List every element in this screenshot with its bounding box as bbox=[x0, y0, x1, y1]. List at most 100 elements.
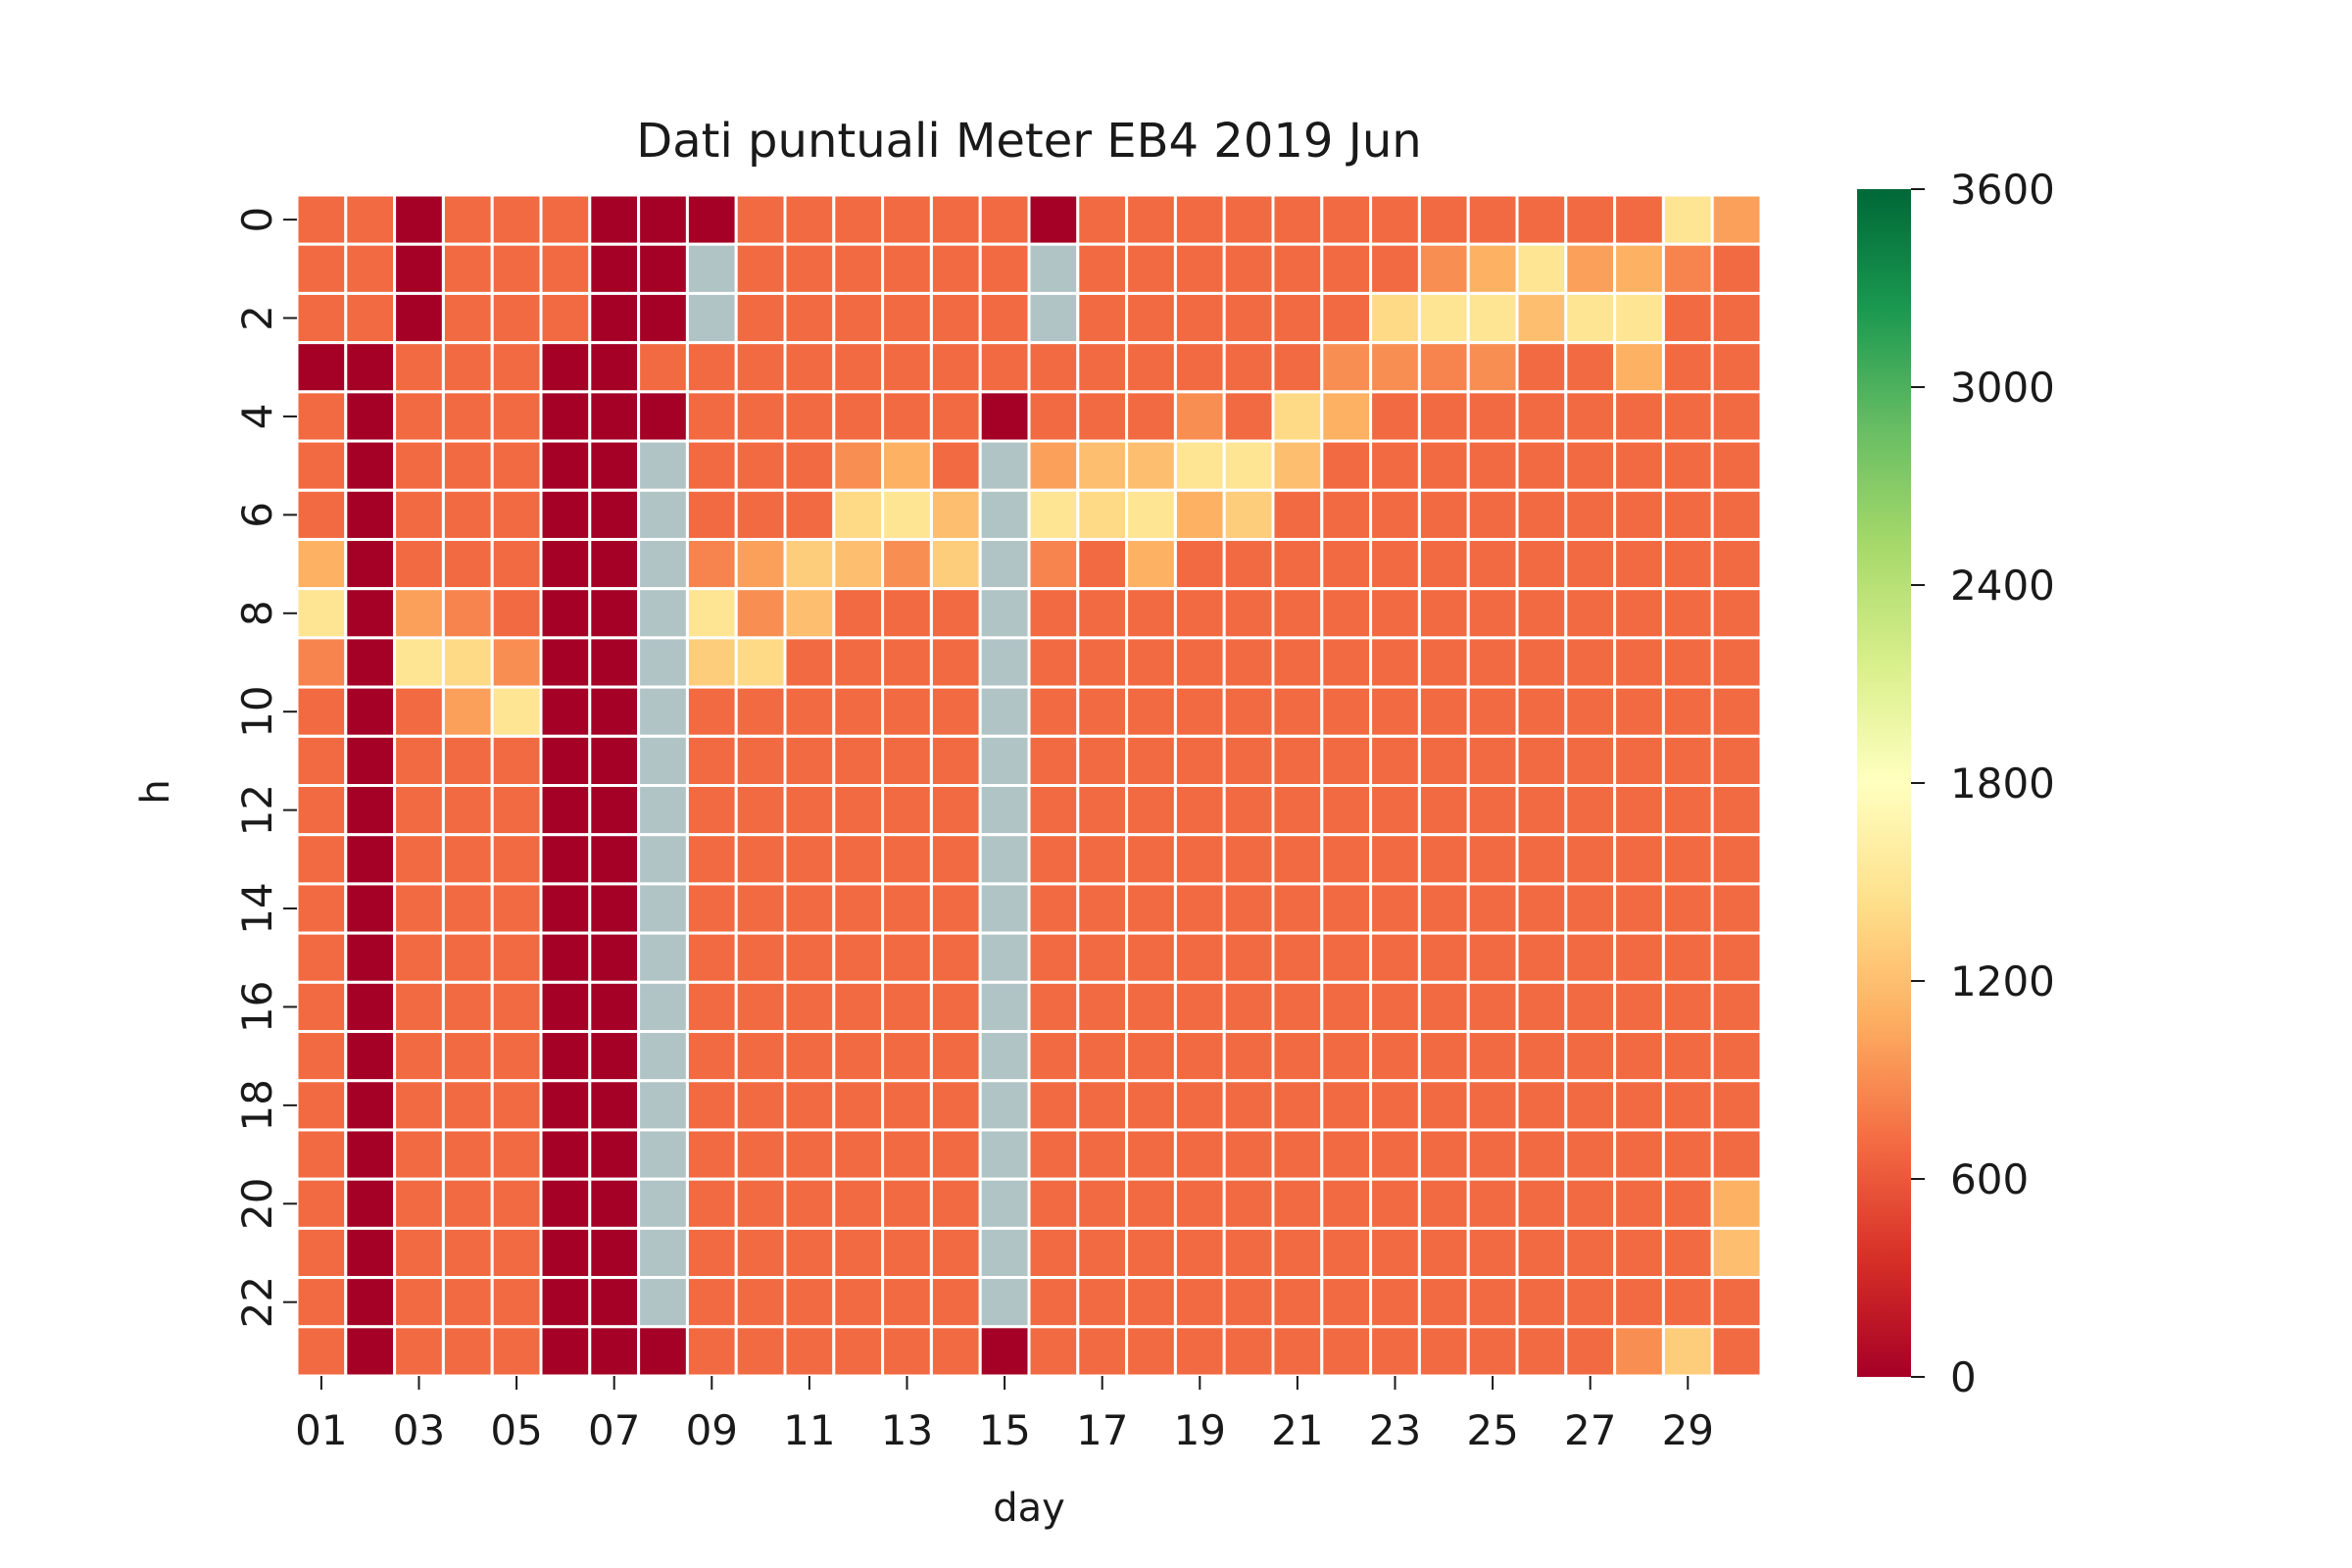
heatmap-cell bbox=[1710, 1177, 1763, 1230]
heatmap-cell bbox=[929, 390, 982, 443]
heatmap-cell bbox=[783, 1276, 836, 1329]
heatmap-cell bbox=[832, 1128, 885, 1181]
heatmap-cell bbox=[734, 685, 787, 738]
heatmap-cell bbox=[783, 734, 836, 787]
heatmap-cell bbox=[1466, 980, 1519, 1034]
heatmap-cell bbox=[1369, 1325, 1421, 1378]
heatmap-cell bbox=[539, 931, 592, 984]
heatmap-cell bbox=[1661, 636, 1714, 689]
heatmap-cell bbox=[881, 1226, 933, 1280]
heatmap-cell bbox=[1222, 488, 1275, 541]
heatmap-cell bbox=[734, 784, 787, 837]
heatmap-cell bbox=[1417, 291, 1470, 345]
heatmap-cell bbox=[1173, 439, 1226, 492]
heatmap-cell bbox=[1027, 685, 1080, 738]
y-tick-label: 12 bbox=[233, 784, 281, 836]
heatmap-cell bbox=[1417, 193, 1470, 246]
heatmap-cell bbox=[1564, 734, 1617, 787]
heatmap-cell bbox=[1125, 537, 1177, 591]
heatmap-cell bbox=[588, 341, 641, 394]
heatmap-cell bbox=[588, 242, 641, 295]
heatmap-cell bbox=[1369, 685, 1421, 738]
heatmap-cell bbox=[441, 242, 494, 295]
heatmap-cell bbox=[393, 1177, 445, 1230]
heatmap-cell bbox=[881, 390, 933, 443]
heatmap-cell bbox=[1125, 734, 1177, 787]
heatmap-cell bbox=[1076, 341, 1129, 394]
heatmap-cell bbox=[295, 1030, 348, 1083]
colorbar-tick-label: 3600 bbox=[1950, 166, 2055, 214]
heatmap-cell bbox=[1320, 537, 1373, 591]
heatmap-cell bbox=[1076, 488, 1129, 541]
heatmap-cell bbox=[1027, 1226, 1080, 1280]
heatmap-cell bbox=[1515, 734, 1568, 787]
heatmap-cell bbox=[1466, 685, 1519, 738]
heatmap-cell bbox=[978, 1226, 1031, 1280]
heatmap-cell bbox=[1320, 1276, 1373, 1329]
heatmap-cell bbox=[539, 833, 592, 886]
heatmap-cell bbox=[393, 193, 445, 246]
x-tick-label: 23 bbox=[1369, 1406, 1421, 1454]
x-tick-label: 15 bbox=[978, 1406, 1030, 1454]
heatmap-cell bbox=[588, 636, 641, 689]
heatmap-cell bbox=[685, 242, 738, 295]
heatmap-cell bbox=[588, 882, 641, 935]
heatmap-cell bbox=[1515, 833, 1568, 886]
heatmap-cell bbox=[734, 636, 787, 689]
heatmap-cell bbox=[881, 1128, 933, 1181]
heatmap-cell bbox=[295, 685, 348, 738]
heatmap-cell bbox=[1173, 685, 1226, 738]
heatmap-cell bbox=[1710, 882, 1763, 935]
heatmap-cell bbox=[295, 882, 348, 935]
heatmap-cell bbox=[490, 882, 543, 935]
heatmap-cell bbox=[539, 291, 592, 345]
heatmap-cell bbox=[588, 1226, 641, 1280]
heatmap-cell bbox=[1173, 1226, 1226, 1280]
heatmap-cell bbox=[832, 784, 885, 837]
heatmap-cell bbox=[685, 537, 738, 591]
heatmap-cell bbox=[1369, 1177, 1421, 1230]
heatmap-cell bbox=[783, 882, 836, 935]
heatmap-cell bbox=[539, 636, 592, 689]
heatmap-cell bbox=[1076, 685, 1129, 738]
heatmap-cell bbox=[881, 537, 933, 591]
heatmap-cell bbox=[539, 537, 592, 591]
heatmap-cell bbox=[344, 587, 397, 640]
heatmap-cell bbox=[393, 1325, 445, 1378]
heatmap-cell bbox=[1320, 488, 1373, 541]
heatmap-cell bbox=[539, 242, 592, 295]
heatmap-cell bbox=[490, 587, 543, 640]
heatmap-cell bbox=[1661, 341, 1714, 394]
heatmap-cell bbox=[295, 833, 348, 886]
heatmap-cell bbox=[1222, 587, 1275, 640]
heatmap-cell bbox=[881, 291, 933, 345]
heatmap-cell bbox=[734, 1325, 787, 1378]
heatmap-cell bbox=[637, 488, 689, 541]
heatmap-cell bbox=[1222, 1030, 1275, 1083]
heatmap-cell bbox=[637, 1325, 689, 1378]
heatmap-cell bbox=[1271, 587, 1324, 640]
heatmap-cell bbox=[978, 390, 1031, 443]
heatmap-cell bbox=[685, 931, 738, 984]
heatmap-cell bbox=[295, 488, 348, 541]
heatmap-cell bbox=[832, 439, 885, 492]
heatmap-cell bbox=[1710, 980, 1763, 1034]
heatmap-cell bbox=[1466, 193, 1519, 246]
heatmap-cell bbox=[1515, 784, 1568, 837]
heatmap-cell bbox=[344, 685, 397, 738]
heatmap-cell bbox=[295, 1079, 348, 1132]
heatmap-cell bbox=[1466, 882, 1519, 935]
heatmap-cell bbox=[1222, 882, 1275, 935]
heatmap-cell bbox=[783, 390, 836, 443]
x-tick-label: 03 bbox=[393, 1406, 445, 1454]
heatmap-cell bbox=[1125, 1079, 1177, 1132]
heatmap-cell bbox=[1125, 587, 1177, 640]
heatmap-cell bbox=[393, 685, 445, 738]
heatmap-cell bbox=[1271, 636, 1324, 689]
heatmap-cell bbox=[832, 242, 885, 295]
heatmap-cell bbox=[295, 439, 348, 492]
heatmap-cell bbox=[685, 685, 738, 738]
heatmap-cell bbox=[1466, 439, 1519, 492]
heatmap-cell bbox=[1125, 685, 1177, 738]
heatmap-cell bbox=[1613, 1079, 1665, 1132]
